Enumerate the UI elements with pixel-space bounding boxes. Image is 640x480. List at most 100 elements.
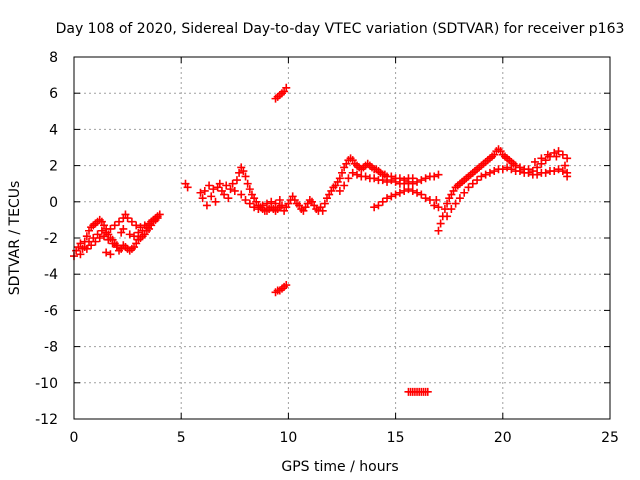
data-point (200, 186, 209, 195)
data-point (391, 190, 400, 199)
data-point (147, 217, 156, 226)
data-point (430, 172, 439, 181)
data-point (277, 201, 286, 210)
data-point (515, 163, 524, 172)
x-tick-label: 20 (494, 430, 512, 446)
data-point (76, 250, 85, 259)
data-point (235, 168, 244, 177)
data-point (87, 241, 96, 250)
data-point (374, 201, 383, 210)
chart-title: Day 108 of 2020, Sidereal Day-to-day VTE… (56, 21, 625, 37)
data-point (95, 234, 104, 242)
data-point (282, 281, 291, 290)
data-point (383, 194, 392, 203)
data-point (130, 232, 139, 241)
data-point (498, 165, 507, 174)
y-axis-label: SDTVAR / TECUs (7, 181, 23, 296)
data-point (413, 188, 422, 197)
data-point (102, 248, 111, 257)
data-point (209, 185, 218, 194)
grid (74, 57, 610, 419)
data-point (318, 206, 327, 215)
data-point (271, 199, 280, 208)
data-point (563, 154, 572, 163)
y-tick-label: -4 (44, 267, 58, 283)
data-point (282, 83, 291, 92)
data-point (464, 183, 473, 192)
data-point (490, 167, 499, 176)
data-point (230, 186, 239, 195)
data-point (250, 203, 259, 212)
data-point (447, 205, 456, 214)
data-point (400, 176, 409, 185)
data-point (127, 217, 136, 226)
data-point (100, 232, 109, 241)
data-point (533, 170, 542, 179)
data-point (320, 199, 329, 208)
y-tick-label: 4 (49, 122, 58, 138)
data-point (215, 179, 224, 188)
data-point (558, 150, 567, 159)
data-point (530, 157, 539, 166)
y-tick-label: -2 (44, 231, 58, 247)
data-point (473, 176, 482, 185)
data-point (554, 147, 563, 156)
data-point (383, 177, 392, 186)
data-point (370, 203, 379, 212)
y-tick-label: 8 (49, 50, 58, 66)
axis-ticks: 0 5 10 15 20 25 -12 -10 -8 -6 -4 -2 0 2 4 6 8 (35, 50, 619, 446)
data-point (151, 215, 160, 224)
data-point (115, 217, 124, 226)
data-point (361, 172, 370, 181)
data-point (560, 161, 569, 170)
data-point (443, 212, 452, 221)
data-point (106, 224, 115, 233)
y-tick-label: 6 (49, 86, 58, 102)
data-point (408, 174, 417, 183)
data-point (82, 232, 91, 241)
x-tick-label: 5 (177, 430, 186, 446)
data-point (106, 250, 115, 259)
data-point (404, 185, 413, 194)
data-point (541, 168, 550, 177)
data-point (112, 241, 121, 250)
data-point (378, 176, 387, 185)
data-point (537, 154, 546, 163)
x-axis-label: GPS time / hours (281, 459, 398, 475)
data-point (76, 239, 85, 248)
data-point (485, 168, 494, 177)
data-point (417, 176, 426, 185)
data-point (241, 172, 250, 181)
data-point (353, 170, 362, 179)
data-point (413, 177, 422, 186)
data-point (202, 201, 211, 210)
data-point (481, 170, 490, 179)
data-point (550, 167, 559, 176)
data-point (460, 188, 469, 197)
data-point (503, 163, 512, 172)
data-point (224, 194, 233, 203)
data-point (423, 387, 432, 396)
data-point (258, 201, 267, 210)
x-tick-label: 0 (70, 430, 79, 446)
x-tick-label: 15 (387, 430, 405, 446)
data-point (226, 185, 235, 194)
data-point (211, 197, 220, 206)
data-point (254, 205, 263, 214)
data-point (262, 199, 271, 208)
data-point (335, 186, 344, 195)
data-point (400, 186, 409, 195)
data-point (207, 192, 216, 201)
data-point (237, 190, 246, 199)
data-point (395, 174, 404, 183)
data-point (267, 197, 276, 206)
data-point (533, 163, 542, 172)
data-point (196, 188, 205, 197)
data-point (528, 167, 537, 176)
data-point (155, 210, 164, 219)
data-point (132, 221, 141, 230)
data-point (198, 194, 207, 203)
data-point (232, 176, 241, 185)
data-point (563, 172, 572, 181)
y-tick-label: 2 (49, 159, 58, 175)
